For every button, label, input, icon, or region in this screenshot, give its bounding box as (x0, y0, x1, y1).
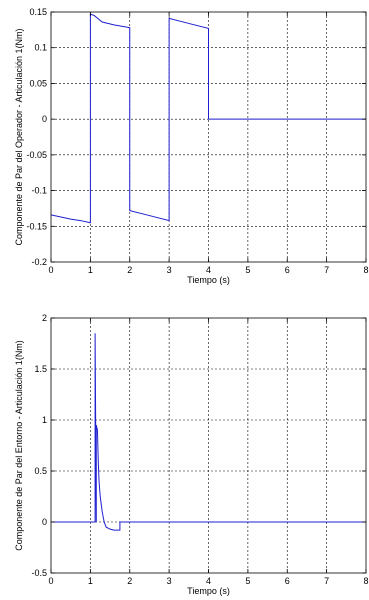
series-line (51, 333, 366, 531)
y-axis-label: Componente de Par del Operador - Articul… (14, 28, 24, 245)
x-tick-label: 7 (324, 265, 329, 275)
x-tick-label: 3 (167, 576, 172, 586)
y-tick-label: 0 (42, 114, 47, 124)
y-tick-label: -0.15 (26, 221, 47, 231)
x-tick-label: 1 (88, 265, 93, 275)
series-line (50, 13, 366, 224)
y-tick-label: 0 (42, 517, 47, 527)
x-axis-label: Tiempo (s) (187, 275, 230, 285)
x-tick-label: 6 (285, 265, 290, 275)
operator-torque-chart: 0 1 2 3 4 5 6 7 8 -0.2 -0.15 -0.1 -0.05 0 0.05 0.1 0.15 T… (14, 7, 369, 285)
x-tick-label: 3 (167, 265, 172, 275)
y-tick-label: -0.1 (31, 186, 47, 196)
x-tick-label: 4 (206, 576, 211, 586)
y-tick-label: 0.15 (29, 7, 47, 17)
y-tick-label: 1 (42, 415, 47, 425)
x-axis-label: Tiempo (s) (187, 586, 230, 596)
y-tick-label: 2 (42, 313, 47, 323)
x-tick-label: 0 (48, 576, 53, 586)
x-tick-label: 2 (127, 265, 132, 275)
y-tick-label: -0.2 (31, 257, 47, 267)
y-tick-label: 0.5 (34, 466, 47, 476)
y-tick-label: 0.05 (29, 78, 47, 88)
y-axis-label: Componente de Par del Entorno - Articula… (14, 340, 24, 551)
x-tick-label: 1 (88, 576, 93, 586)
y-tick-label: 0.1 (34, 43, 47, 53)
x-tick-label: 6 (285, 576, 290, 586)
x-tick-label: 5 (245, 265, 250, 275)
x-tick-label: 5 (245, 576, 250, 586)
x-tick-label: 8 (363, 576, 368, 586)
y-tick-label: -0.5 (31, 568, 47, 578)
x-tick-label: 2 (127, 576, 132, 586)
x-tick-label: 8 (363, 265, 368, 275)
x-tick-label: 4 (206, 265, 211, 275)
x-tick-label: 7 (324, 576, 329, 586)
y-tick-label: -0.05 (26, 150, 47, 160)
x-tick-label: 0 (48, 265, 53, 275)
y-tick-label: 1.5 (34, 364, 47, 374)
